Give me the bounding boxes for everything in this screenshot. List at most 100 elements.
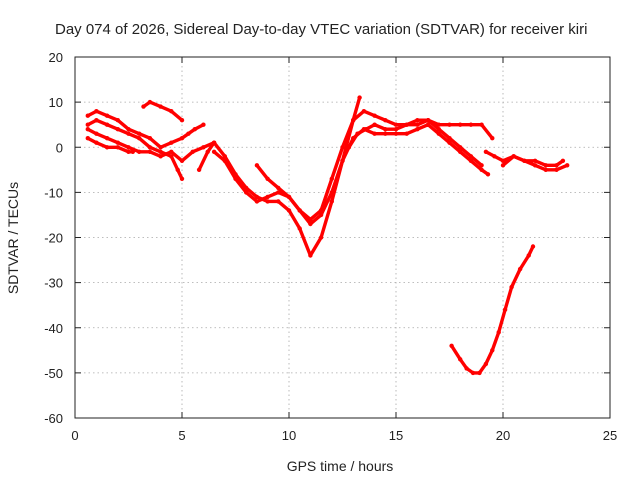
data-point	[447, 136, 452, 141]
data-point	[254, 163, 260, 168]
data-point	[415, 122, 420, 127]
data-point	[297, 208, 302, 213]
data-point	[254, 194, 260, 200]
data-point	[104, 113, 110, 118]
data-point	[179, 176, 185, 181]
data-point	[137, 149, 142, 154]
data-point	[130, 149, 135, 154]
data-point	[458, 145, 463, 150]
data-point	[532, 163, 538, 168]
data-point	[383, 131, 388, 136]
data-point	[286, 194, 292, 200]
data-point	[372, 113, 377, 118]
data-point	[222, 154, 227, 159]
data-point	[115, 127, 121, 132]
y-tick-label: -60	[44, 411, 63, 426]
data-point	[517, 266, 523, 272]
data-point	[393, 122, 399, 127]
data-point	[265, 199, 270, 204]
data-point	[483, 361, 489, 367]
data-point	[308, 221, 313, 227]
data-point	[470, 370, 476, 376]
data-point	[361, 109, 367, 114]
data-point	[554, 163, 559, 168]
x-tick-label: 10	[282, 428, 296, 443]
data-point	[211, 140, 217, 145]
chart-title: Day 074 of 2026, Sidereal Day-to-day VTE…	[55, 21, 587, 38]
data-point	[104, 136, 110, 141]
data-point	[468, 122, 474, 127]
data-point	[479, 167, 484, 172]
data-point	[530, 244, 536, 249]
data-point	[169, 140, 174, 145]
data-point	[94, 109, 99, 114]
data-point	[449, 343, 454, 348]
data-point	[308, 253, 313, 258]
data-point	[404, 122, 409, 127]
data-point	[404, 131, 409, 136]
data-point	[201, 145, 206, 150]
data-point	[115, 118, 121, 123]
data-point	[468, 158, 474, 163]
data-point	[233, 176, 238, 181]
data-point	[436, 131, 441, 136]
data-point	[94, 131, 99, 136]
data-point	[329, 176, 334, 181]
data-point	[192, 127, 197, 132]
data-point	[477, 370, 482, 376]
data-point	[147, 99, 153, 105]
data-point	[500, 163, 506, 168]
data-point	[126, 131, 131, 136]
data-point	[383, 127, 388, 132]
data-point	[318, 235, 324, 240]
data-point	[85, 113, 91, 118]
y-tick-label: -40	[44, 321, 63, 336]
data-point	[318, 212, 324, 218]
y-tick-label: -10	[44, 185, 63, 200]
data-point	[468, 154, 474, 159]
data-point	[502, 307, 508, 312]
y-tick-label: -30	[44, 276, 63, 291]
data-point	[169, 154, 174, 159]
data-point	[175, 167, 180, 172]
data-point	[158, 104, 163, 109]
data-point	[205, 149, 210, 154]
data-point	[196, 167, 202, 172]
data-point	[179, 158, 185, 163]
y-tick-label: -20	[44, 231, 63, 246]
data-point	[147, 145, 153, 150]
y-tick-label: -50	[44, 366, 63, 381]
data-point	[436, 127, 441, 132]
y-tick-label: 0	[56, 140, 63, 155]
data-point	[137, 131, 142, 136]
data-point	[329, 199, 334, 204]
x-axis-title: GPS time / hours	[287, 458, 394, 474]
data-point	[425, 122, 431, 127]
x-tick-label: 5	[178, 428, 185, 443]
data-point	[141, 104, 146, 109]
axis-ticks	[74, 56, 611, 419]
data-point	[490, 348, 495, 353]
data-point	[383, 118, 388, 123]
data-point	[85, 136, 91, 141]
data-point	[169, 109, 174, 114]
data-point	[297, 226, 302, 231]
data-point	[543, 167, 548, 172]
series-line-track-5	[141, 100, 184, 122]
data-point	[526, 253, 531, 258]
data-point	[479, 163, 484, 168]
series-group	[85, 95, 570, 376]
data-point	[560, 158, 566, 163]
data-point	[458, 122, 463, 127]
data-point	[415, 127, 420, 132]
x-tick-label: 25	[603, 428, 617, 443]
data-point	[355, 131, 360, 136]
data-point	[329, 190, 334, 195]
grid	[75, 57, 610, 418]
series-line-track-7	[212, 150, 323, 222]
x-tick-label: 20	[496, 428, 510, 443]
data-point	[276, 185, 281, 191]
data-point	[511, 154, 516, 159]
data-point	[85, 127, 91, 132]
data-point	[211, 149, 217, 154]
